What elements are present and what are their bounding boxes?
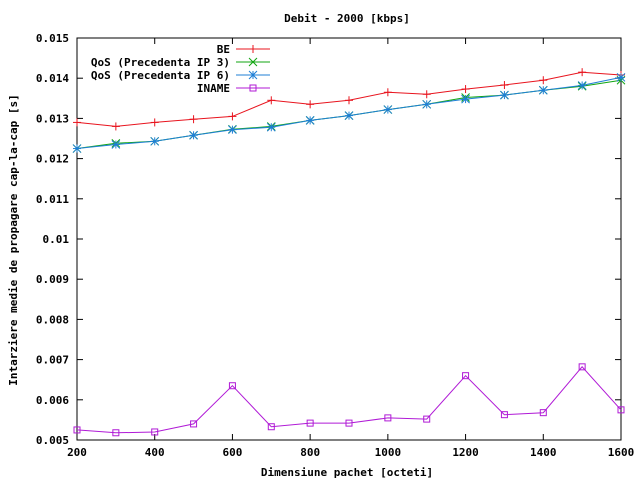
data-point <box>267 423 275 431</box>
axes-layer: 200 400 600 800 1000 1200 1400 1600 0.005 0.006 0.… <box>36 32 634 459</box>
data-point <box>150 136 160 146</box>
y-tick-label: 0.007 <box>36 354 69 367</box>
data-point <box>422 99 432 109</box>
data-point <box>462 372 470 380</box>
y-tick-label: 0.005 <box>36 434 69 447</box>
legend-label: INAME <box>197 82 230 95</box>
data-point <box>249 45 257 53</box>
data-point <box>305 116 315 125</box>
legend-label: QoS (Precedenta IP 6) <box>91 69 230 82</box>
x-axis-label: Dimensiune pachet [octeti] <box>261 466 433 479</box>
data-point <box>577 81 587 90</box>
data-point <box>190 420 198 428</box>
data-point <box>189 115 198 124</box>
data-point <box>151 428 159 436</box>
y-tick-label: 0.014 <box>36 72 69 85</box>
y-tick-label: 0.006 <box>36 394 69 407</box>
data-point <box>539 409 547 417</box>
data-point <box>578 363 586 371</box>
x-tick-label: 1600 <box>608 446 635 459</box>
x-tick-label: 800 <box>300 446 320 459</box>
data-point <box>423 415 431 423</box>
y-axis-label: Intarziere medie de propagare cap-la-cap… <box>7 94 20 385</box>
series-layer <box>72 68 626 437</box>
x-tick-label: 1400 <box>530 446 557 459</box>
data-point <box>73 426 81 434</box>
data-point <box>383 105 393 114</box>
series-2 <box>72 73 626 153</box>
data-point <box>383 88 392 97</box>
series-line <box>76 366 622 434</box>
data-point <box>112 429 120 437</box>
x-tick-label: 1200 <box>452 446 479 459</box>
legend-label: QoS (Precedenta IP 3) <box>91 56 230 69</box>
data-point <box>73 118 81 127</box>
data-point <box>267 96 276 105</box>
data-point <box>578 68 587 77</box>
data-point <box>616 73 626 82</box>
data-point <box>461 85 470 94</box>
data-point <box>228 382 236 390</box>
data-point <box>306 100 315 109</box>
data-point <box>306 419 314 427</box>
data-point <box>345 96 353 105</box>
data-point <box>249 84 257 92</box>
data-point <box>228 112 237 121</box>
x-tick-label: 200 <box>67 446 87 459</box>
x-tick-label: 1000 <box>375 446 402 459</box>
data-point <box>422 90 431 99</box>
data-point <box>500 81 509 90</box>
data-point <box>266 122 276 132</box>
data-point <box>150 118 159 127</box>
data-point <box>461 94 470 104</box>
data-point <box>189 130 198 140</box>
data-point <box>248 70 258 80</box>
y-tick-label: 0.015 <box>36 32 69 45</box>
x-tick-label: 600 <box>222 446 242 459</box>
data-point <box>345 419 353 427</box>
data-point <box>228 125 237 135</box>
series-3 <box>73 363 625 437</box>
legend-item: BE <box>217 43 270 56</box>
y-tick-label: 0.01 <box>43 233 70 246</box>
x-tick-label: 400 <box>145 446 165 459</box>
data-point <box>72 144 82 153</box>
data-point <box>538 85 548 95</box>
data-point <box>500 90 509 100</box>
y-tick-label: 0.008 <box>36 313 69 326</box>
data-point <box>617 406 625 414</box>
data-point <box>248 57 258 67</box>
legend-label: BE <box>217 43 230 56</box>
data-point <box>500 411 508 419</box>
data-point <box>539 76 548 85</box>
y-tick-label: 0.011 <box>36 193 69 206</box>
legend-item: INAME <box>197 82 270 95</box>
data-point <box>384 414 392 422</box>
chart-title: Debit - 2000 [kbps] <box>284 12 410 25</box>
data-point <box>344 111 354 120</box>
y-tick-label: 0.013 <box>36 112 69 125</box>
y-tick-label: 0.012 <box>36 153 69 166</box>
legend-item: QoS (Precedenta IP 6) <box>91 69 270 82</box>
legend-item: QoS (Precedenta IP 3) <box>91 56 270 69</box>
data-point <box>111 122 120 131</box>
data-point <box>111 140 121 149</box>
y-tick-label: 0.009 <box>36 273 69 286</box>
